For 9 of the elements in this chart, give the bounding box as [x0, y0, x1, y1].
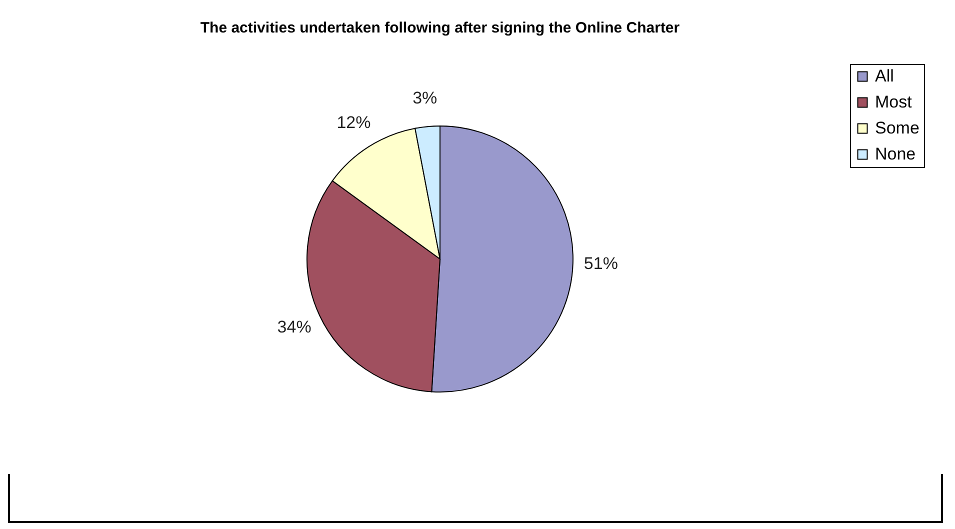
chart-title: The activities undertaken following after signing the Online Charter: [200, 20, 680, 36]
legend-label: None: [875, 144, 916, 164]
data-label: 51%: [584, 254, 618, 274]
legend-label: Some: [875, 118, 920, 138]
legend-label: Most: [875, 92, 912, 112]
legend-label: All: [875, 66, 894, 86]
data-label: 12%: [336, 113, 371, 132]
data-label: 3%: [412, 88, 438, 108]
data-label: 34%: [277, 318, 312, 337]
